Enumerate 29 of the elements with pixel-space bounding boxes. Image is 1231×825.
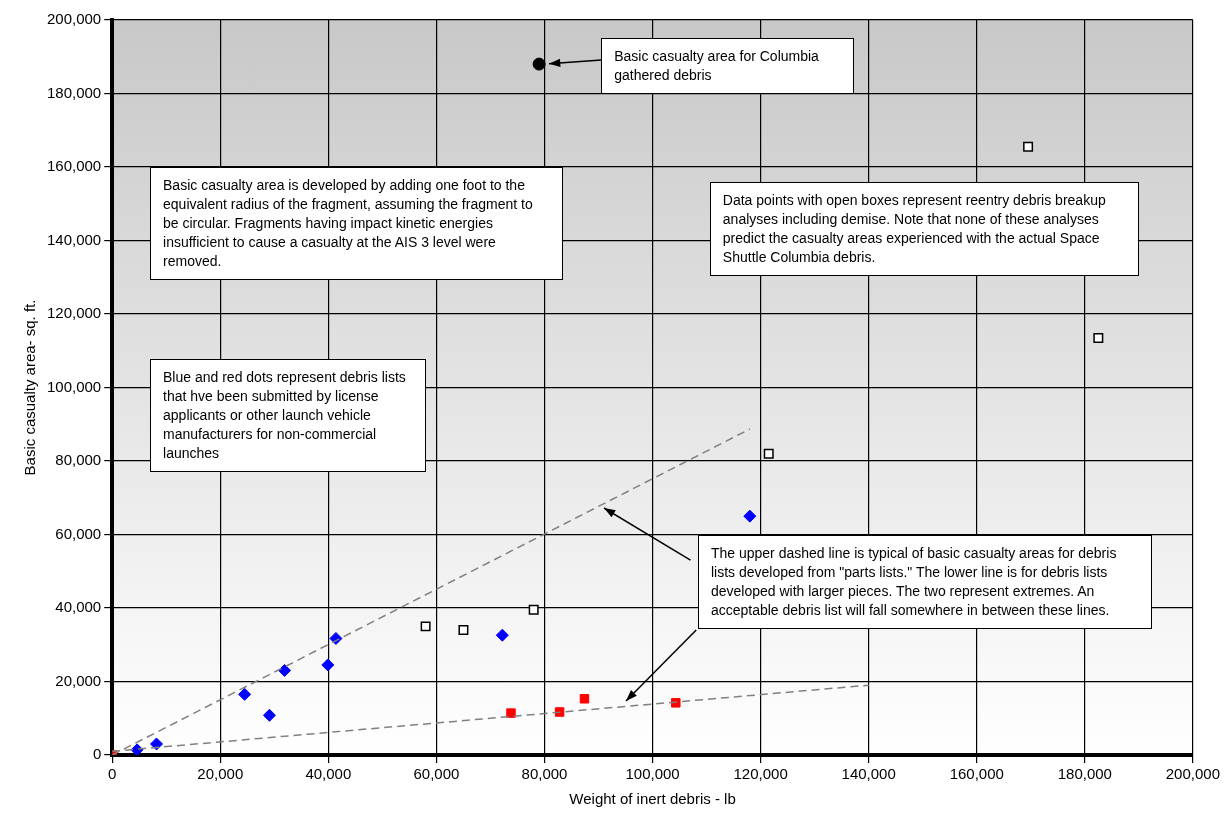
x-tick-label: 160,000 [949,765,1004,783]
y-tick-label: 80,000 [55,451,102,469]
x-axis-title: Weight of inert debris - lb [569,790,736,808]
y-axis-title: Basic casualty area- sq. ft. [21,299,39,476]
y-tick-label: 60,000 [55,524,102,542]
y-tick-label: 160,000 [46,157,102,175]
note-box: Data points with open boxes represent reentry debris breakup analyses including demise. Note that none of these analyses predict the casualty areas experienced with the actual Space Shuttle Columbia debris. [709,181,1139,276]
x-tick-label: 120,000 [733,765,788,783]
x-tick-label: 200,000 [1165,765,1221,783]
y-tick-label: 120,000 [46,304,102,322]
note-box: Basic casualty area for Columbia gathered debris [601,38,855,95]
x-tick-label: 80,000 [521,765,568,783]
x-tick-label: 180,000 [1057,765,1112,783]
note-box: Basic casualty area is developed by adding one foot to the equivalent radius of the fragment, assuming the fragment to be circular. Fragments having impact kinetic energies insufficient to cause a casualty at the AIS 3 level were removed. [150,167,564,280]
note-box: The upper dashed line is typical of basic casualty areas for debris lists developed from "parts lists." The lower line is for debris lists developed with larger pieces. The two represent extremes. An acceptable debris list will fall somewhere in between these lines. [697,535,1152,630]
x-tick-label: 20,000 [197,765,244,783]
y-tick-label: 0 [92,745,102,763]
x-tick-label: 40,000 [305,765,352,783]
y-tick-label: 180,000 [46,83,102,101]
y-tick-label: 200,000 [46,10,102,28]
y-tick-label: 20,000 [55,671,102,689]
x-tick-label: 140,000 [841,765,896,783]
y-tick-label: 100,000 [46,377,102,395]
y-tick-label: 140,000 [46,230,102,248]
y-tick-label: 40,000 [55,598,102,616]
x-tick-label: 0 [108,765,117,783]
x-tick-label: 100,000 [625,765,680,783]
note-box: Blue and red dots represent debris lists that hve been submitted by license applicants or other launch vehicle manufacturers for non-commercial launches [150,358,426,472]
x-tick-label: 60,000 [413,765,460,783]
